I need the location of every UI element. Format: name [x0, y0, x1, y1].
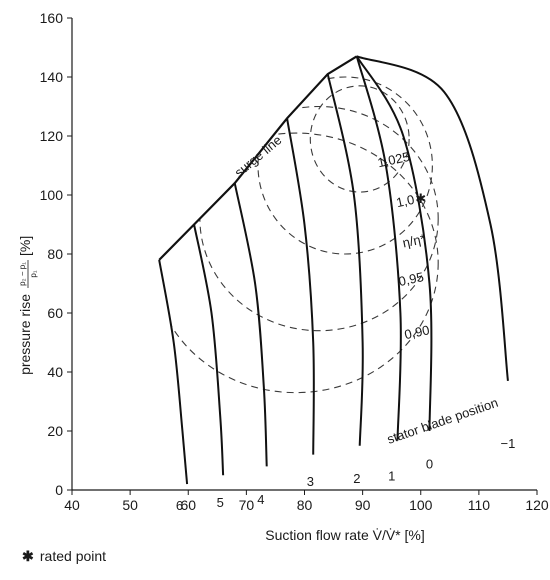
- y-tick-label: 80: [47, 246, 63, 262]
- y-axis-label-numerator: p₂ − p₁: [18, 262, 27, 286]
- stator-curve-label: 4: [257, 492, 264, 507]
- x-axis-label: Suction flow rate V̇/V̇* [%]: [265, 527, 425, 543]
- y-tick-label: 20: [47, 423, 63, 439]
- stator-curve-line: [158, 259, 189, 485]
- efficiency-contour-label: 1,0: [395, 192, 416, 210]
- rated-point-footnote-symbol: ✱: [22, 548, 34, 564]
- stator-curve-label: 0: [426, 456, 433, 471]
- surge-line-group: [158, 55, 358, 261]
- x-tick-label: 50: [122, 497, 138, 513]
- x-tick-label: 60: [180, 497, 196, 513]
- surge-line: [158, 55, 358, 261]
- y-tick-label: 140: [40, 69, 64, 85]
- y-axis-label-prefix: pressure rise: [17, 294, 33, 375]
- stator-curve-label: −1: [501, 436, 516, 451]
- rated-point-footnote: ✱ rated point: [22, 548, 106, 565]
- y-tick-label: 60: [47, 305, 63, 321]
- efficiency-contour-label: 0,95: [397, 269, 425, 289]
- rated-point-footnote-text: rated point: [39, 548, 107, 564]
- x-tick-label: 120: [525, 497, 549, 513]
- x-tick-label: 80: [297, 497, 313, 513]
- y-tick-label: 120: [40, 128, 64, 144]
- y-tick-label: 0: [55, 482, 63, 498]
- stator-curve-line: [326, 73, 364, 446]
- efficiency-contour-line: [159, 132, 439, 394]
- stator-curve-label: 3: [307, 474, 314, 489]
- x-tick-label: 90: [355, 497, 371, 513]
- x-tick-label: 70: [239, 497, 255, 513]
- x-tick-label: 40: [64, 497, 80, 513]
- efficiency-contour-label: 0,90: [403, 322, 431, 342]
- efficiency-contour-label: 1,025: [376, 149, 411, 170]
- axes: 40 50 60 70 80 90 100 110 1200204060801001201401…: [40, 10, 549, 513]
- stator-curve-line: [355, 55, 433, 432]
- efficiency-ratio-label: η/η*: [401, 231, 427, 250]
- y-tick-label: 100: [40, 187, 64, 203]
- stator-curve-label: 2: [353, 471, 360, 486]
- stator-curve-label: 6: [176, 498, 183, 513]
- x-tick-label: 110: [468, 497, 491, 513]
- stator-curve-label: 5: [217, 495, 224, 510]
- stator-curve-line: [355, 56, 402, 440]
- efficiency-contour-line: [257, 76, 433, 255]
- x-tick-label: 100: [409, 497, 433, 513]
- y-tick-label: 40: [47, 364, 63, 380]
- stator-curve-line: [193, 224, 225, 476]
- y-tick-label: 160: [40, 10, 64, 26]
- stator-blade-curves: [158, 55, 509, 485]
- y-axis-label-denominator: p₁: [29, 270, 38, 277]
- efficiency-contour-line: [309, 85, 410, 193]
- rated-point-marker: ✱: [415, 191, 426, 206]
- y-axis-label-unit: [%]: [17, 236, 33, 256]
- stator-curve-label: 1: [388, 468, 395, 483]
- stator-curve-line: [356, 55, 509, 381]
- stator-curve-line: [233, 183, 268, 467]
- y-axis-label: pressure rise p₂ − p₁ p₁ [%]: [17, 236, 38, 375]
- stator-curve-line: [286, 118, 315, 455]
